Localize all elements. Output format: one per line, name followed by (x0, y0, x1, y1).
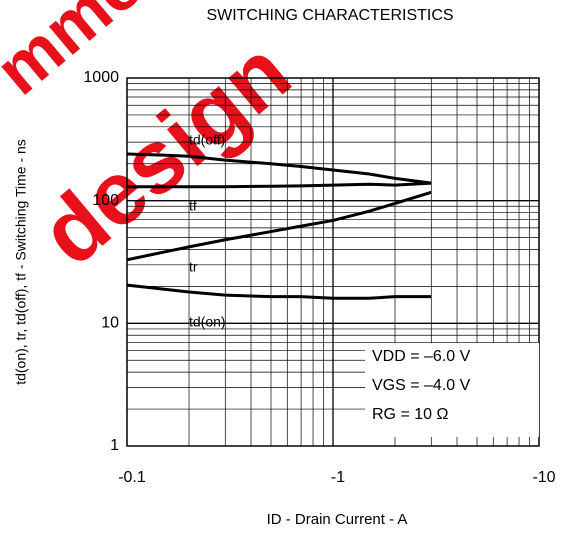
x-axis-label: ID - Drain Current - A (267, 511, 408, 528)
y-tick-label: 1000 (83, 69, 119, 86)
series-label: tr (189, 259, 198, 275)
x-tick-label: -1 (331, 469, 345, 486)
annotation: VDD = –6.0 V (372, 348, 471, 365)
y-tick-label: 100 (92, 192, 119, 209)
y-tick-label: 1 (110, 437, 119, 454)
annotation: RG = 10 Ω (372, 406, 448, 423)
series-label: tf (189, 198, 197, 214)
series-line (127, 285, 431, 298)
x-tick-label: -10 (532, 469, 555, 486)
series-label: td(on) (189, 314, 226, 330)
chart: mmen design SWITCHING CHARACTERISTICS ID… (0, 0, 572, 535)
annotation: VGS = –4.0 V (372, 377, 471, 394)
x-tick-label: -0.1 (118, 469, 146, 486)
chart-title: SWITCHING CHARACTERISTICS (206, 7, 453, 24)
y-axis-label: td(on), tr, td(off), tf - Switching Time… (13, 139, 29, 385)
y-tick-label: 10 (101, 315, 119, 332)
series-label: td(off) (189, 132, 225, 148)
